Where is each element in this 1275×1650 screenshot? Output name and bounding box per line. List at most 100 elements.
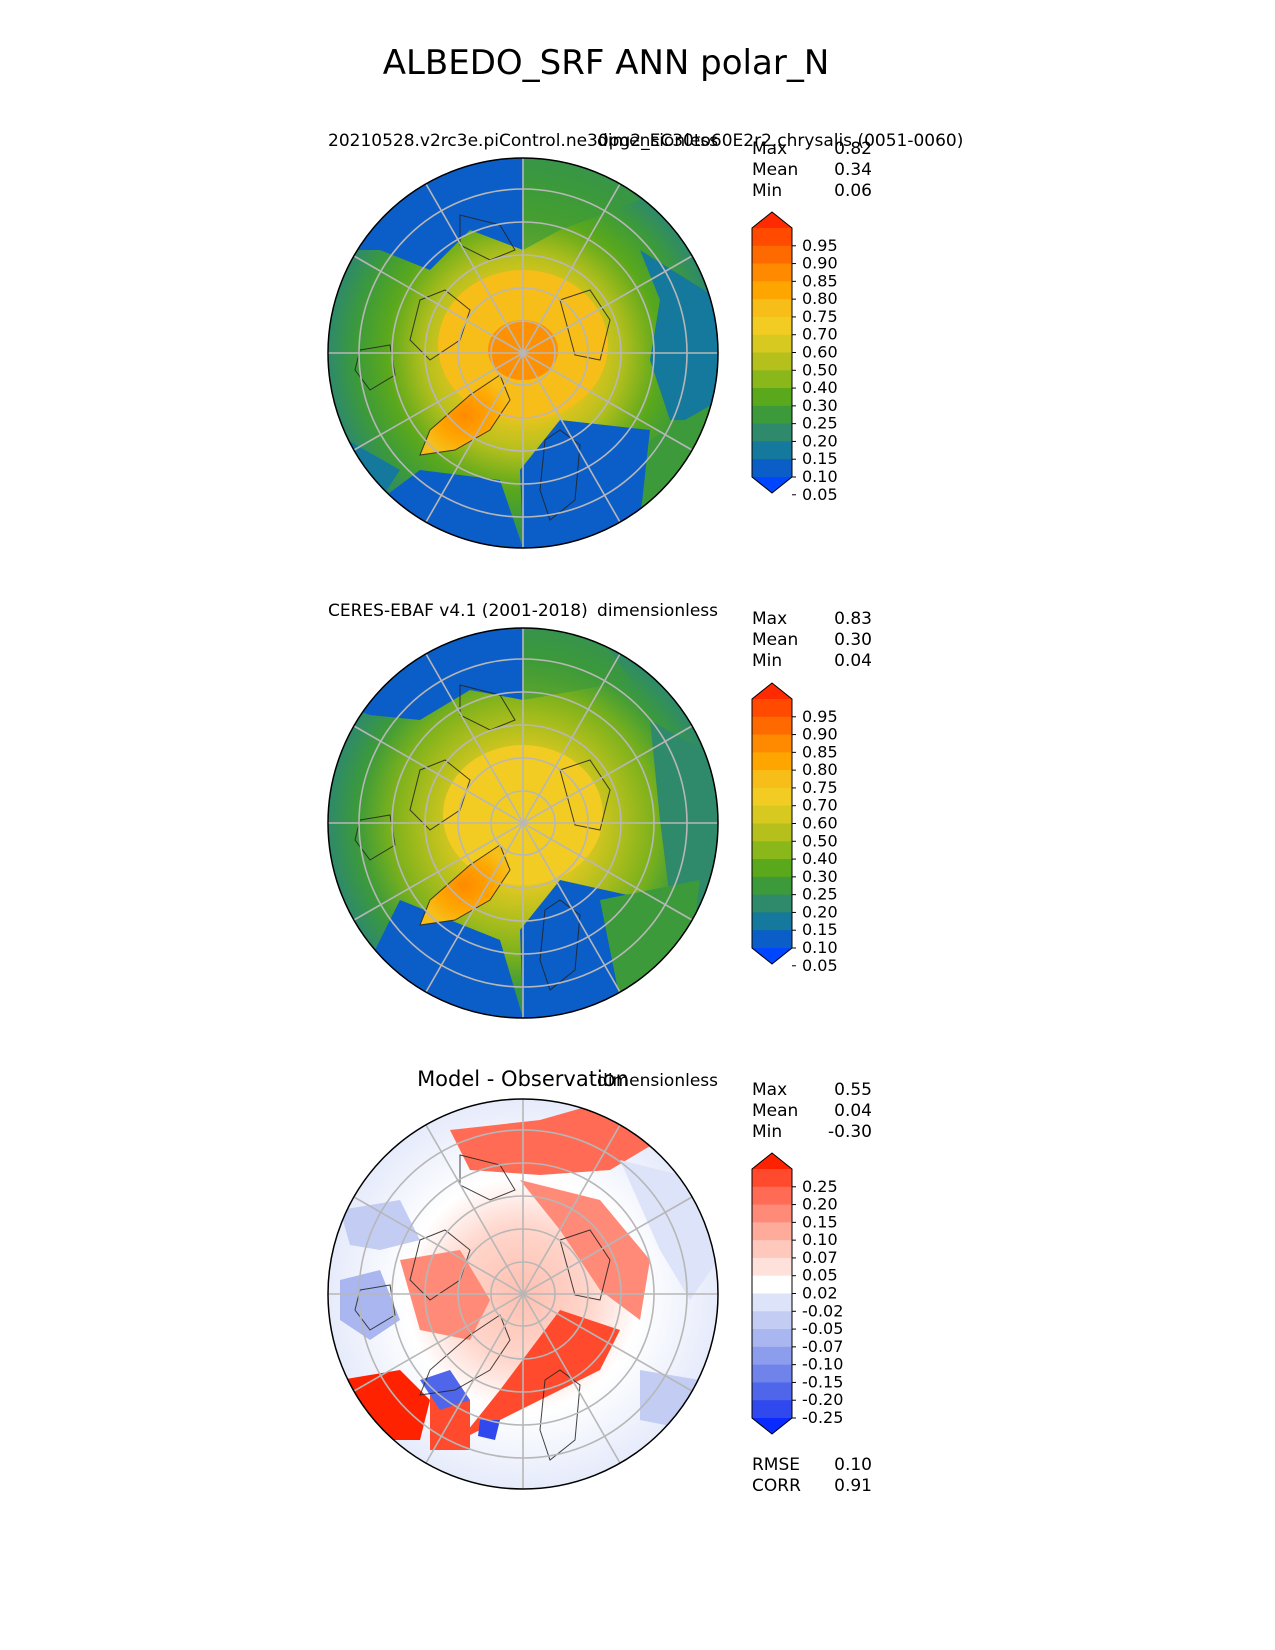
stat-value: 0.04 [834, 651, 872, 671]
colorbar-tick-label: 0.60 [802, 814, 838, 833]
colorbar-tick-label: 0.15 [802, 920, 838, 939]
colorbar-segment [752, 245, 792, 265]
panel-difference: Model - Observation dimensionless [327, 1067, 872, 1496]
colorbar-tick-label: -0.02 [802, 1301, 843, 1320]
colorbar-extend-max [752, 212, 792, 228]
colorbar-tick-label: 0.80 [802, 289, 838, 308]
colorbar-segment [752, 388, 792, 407]
stat-label: Max [752, 609, 787, 629]
colorbar-segment [752, 441, 792, 460]
panel-title-right: dimensionless [597, 601, 718, 621]
colorbar-segment [752, 876, 792, 896]
stat-value: 0.06 [834, 181, 872, 201]
colorbar-segment [752, 1382, 792, 1401]
colorbar-extend-min [752, 1418, 792, 1434]
colorbar-segment [752, 334, 792, 354]
stats-block: Max 0.82 Mean 0.34 Min 0.06 [752, 139, 872, 201]
stats-block: Max 0.83 Mean 0.30 Min 0.04 [752, 609, 872, 671]
stat-value: -0.30 [828, 1122, 872, 1142]
colorbar-tick-label: 0.05 [802, 1266, 838, 1285]
colorbar-segment [752, 823, 792, 842]
colorbar-tick-label: 0.25 [802, 414, 838, 433]
colorbar-segment [752, 316, 792, 336]
colorbar-tick-label: 0.20 [802, 902, 838, 921]
colorbar-tick-label: 0.10 [802, 938, 838, 957]
map-border [327, 627, 719, 1019]
colorbar-segment [752, 1400, 792, 1419]
stat-label: Mean [752, 630, 798, 650]
graticule [328, 1099, 718, 1489]
colorbar-tick-label: 0.07 [802, 1248, 838, 1267]
stat-label: Min [752, 181, 782, 201]
colorbar-segment [752, 423, 792, 443]
colorbar-segment [752, 1169, 792, 1188]
map-border [327, 1098, 719, 1490]
colorbar-segment [752, 699, 792, 718]
stat-value: 0.83 [834, 609, 872, 629]
colorbar-segment [752, 1293, 792, 1312]
colorbar-segment [752, 912, 792, 931]
colorbar-tick-label: 0.15 [802, 1212, 838, 1231]
colorbar-tick-label: 0.85 [802, 742, 838, 761]
colorbar-extend-min [752, 477, 792, 493]
colorbar-tick-label: 0.75 [802, 778, 838, 797]
colorbar-tick-label: -0.10 [802, 1355, 843, 1374]
colorbar-tick-label: 0.90 [802, 254, 838, 273]
panel-title-left: CERES-EBAF v4.1 (2001-2018) [328, 601, 588, 621]
stat-value: 0.30 [834, 630, 872, 650]
colorbar-segment [752, 734, 792, 753]
colorbar-tick-label: 0.40 [802, 849, 838, 868]
panel-observation: CERES-EBAF v4.1 (2001-2018) dimensionles… [327, 601, 872, 1019]
stat-value: 0.10 [834, 1455, 872, 1475]
colorbar-tick-label: 0.50 [802, 360, 838, 379]
colorbar-segment [752, 1204, 792, 1223]
colorbar-tick-label: 0.25 [802, 885, 838, 904]
colorbar-segment [752, 752, 792, 771]
colorbar-extend-max [752, 683, 792, 699]
colorbar-segment [752, 805, 792, 825]
stat-label: Min [752, 651, 782, 671]
colorbar-tick-label: 0.95 [802, 236, 838, 255]
colorbar-segment [752, 405, 792, 425]
colorbar-tick-label: 0.70 [802, 796, 838, 815]
graticule [328, 158, 718, 548]
colorbar-tick-label: 0.90 [802, 725, 838, 744]
colorbar-tick-label: 0.30 [802, 867, 838, 886]
colorbar-segment [752, 1186, 792, 1206]
panel-title-center: Model - Observation [417, 1067, 629, 1091]
stat-label: Mean [752, 1101, 798, 1121]
stat-label: Min [752, 1122, 782, 1142]
colorbar: 0.950.900.850.800.750.700.600.500.400.30… [751, 211, 838, 504]
stat-value: 0.04 [834, 1101, 872, 1121]
colorbar-tick-label: -0.25 [802, 1408, 843, 1427]
colorbar-tick-label: 0.05 [802, 485, 838, 504]
panel-model: 20210528.v2rc3e.piControl.ne30pg2_EC30to… [327, 131, 963, 549]
stat-value: 0.91 [834, 1476, 872, 1496]
stat-value: 0.82 [834, 139, 872, 159]
colorbar-tick-label: 0.15 [802, 449, 838, 468]
stat-value: 0.55 [834, 1080, 872, 1100]
colorbar-tick-label: 0.20 [802, 1195, 838, 1214]
colorbar-tick-label: 0.30 [802, 396, 838, 415]
stat-label: Mean [752, 160, 798, 180]
colorbar-tick-label: -0.07 [802, 1337, 843, 1356]
stat-value: 0.34 [834, 160, 872, 180]
stat-label: Max [752, 139, 787, 159]
colorbar-segment [752, 894, 792, 914]
colorbar-tick-label: 0.80 [802, 760, 838, 779]
colorbar-segment [752, 841, 792, 860]
colorbar-segment [752, 859, 792, 878]
colorbar: 0.950.900.850.800.750.700.600.500.400.30… [751, 682, 838, 975]
colorbar-segment [752, 370, 792, 389]
colorbar-segment [752, 1257, 792, 1277]
colorbar-segment [752, 1275, 792, 1295]
colorbar-extend-min [752, 948, 792, 964]
graticule [328, 628, 718, 1018]
colorbar-extend-max [752, 1153, 792, 1169]
colorbar-tick-label: 0.75 [802, 307, 838, 326]
colorbar-segment [752, 716, 792, 736]
colorbar-tick-label: 0.02 [802, 1284, 838, 1303]
colorbar-tick-label: -0.05 [802, 1319, 843, 1338]
stat-label: RMSE [752, 1455, 800, 1475]
